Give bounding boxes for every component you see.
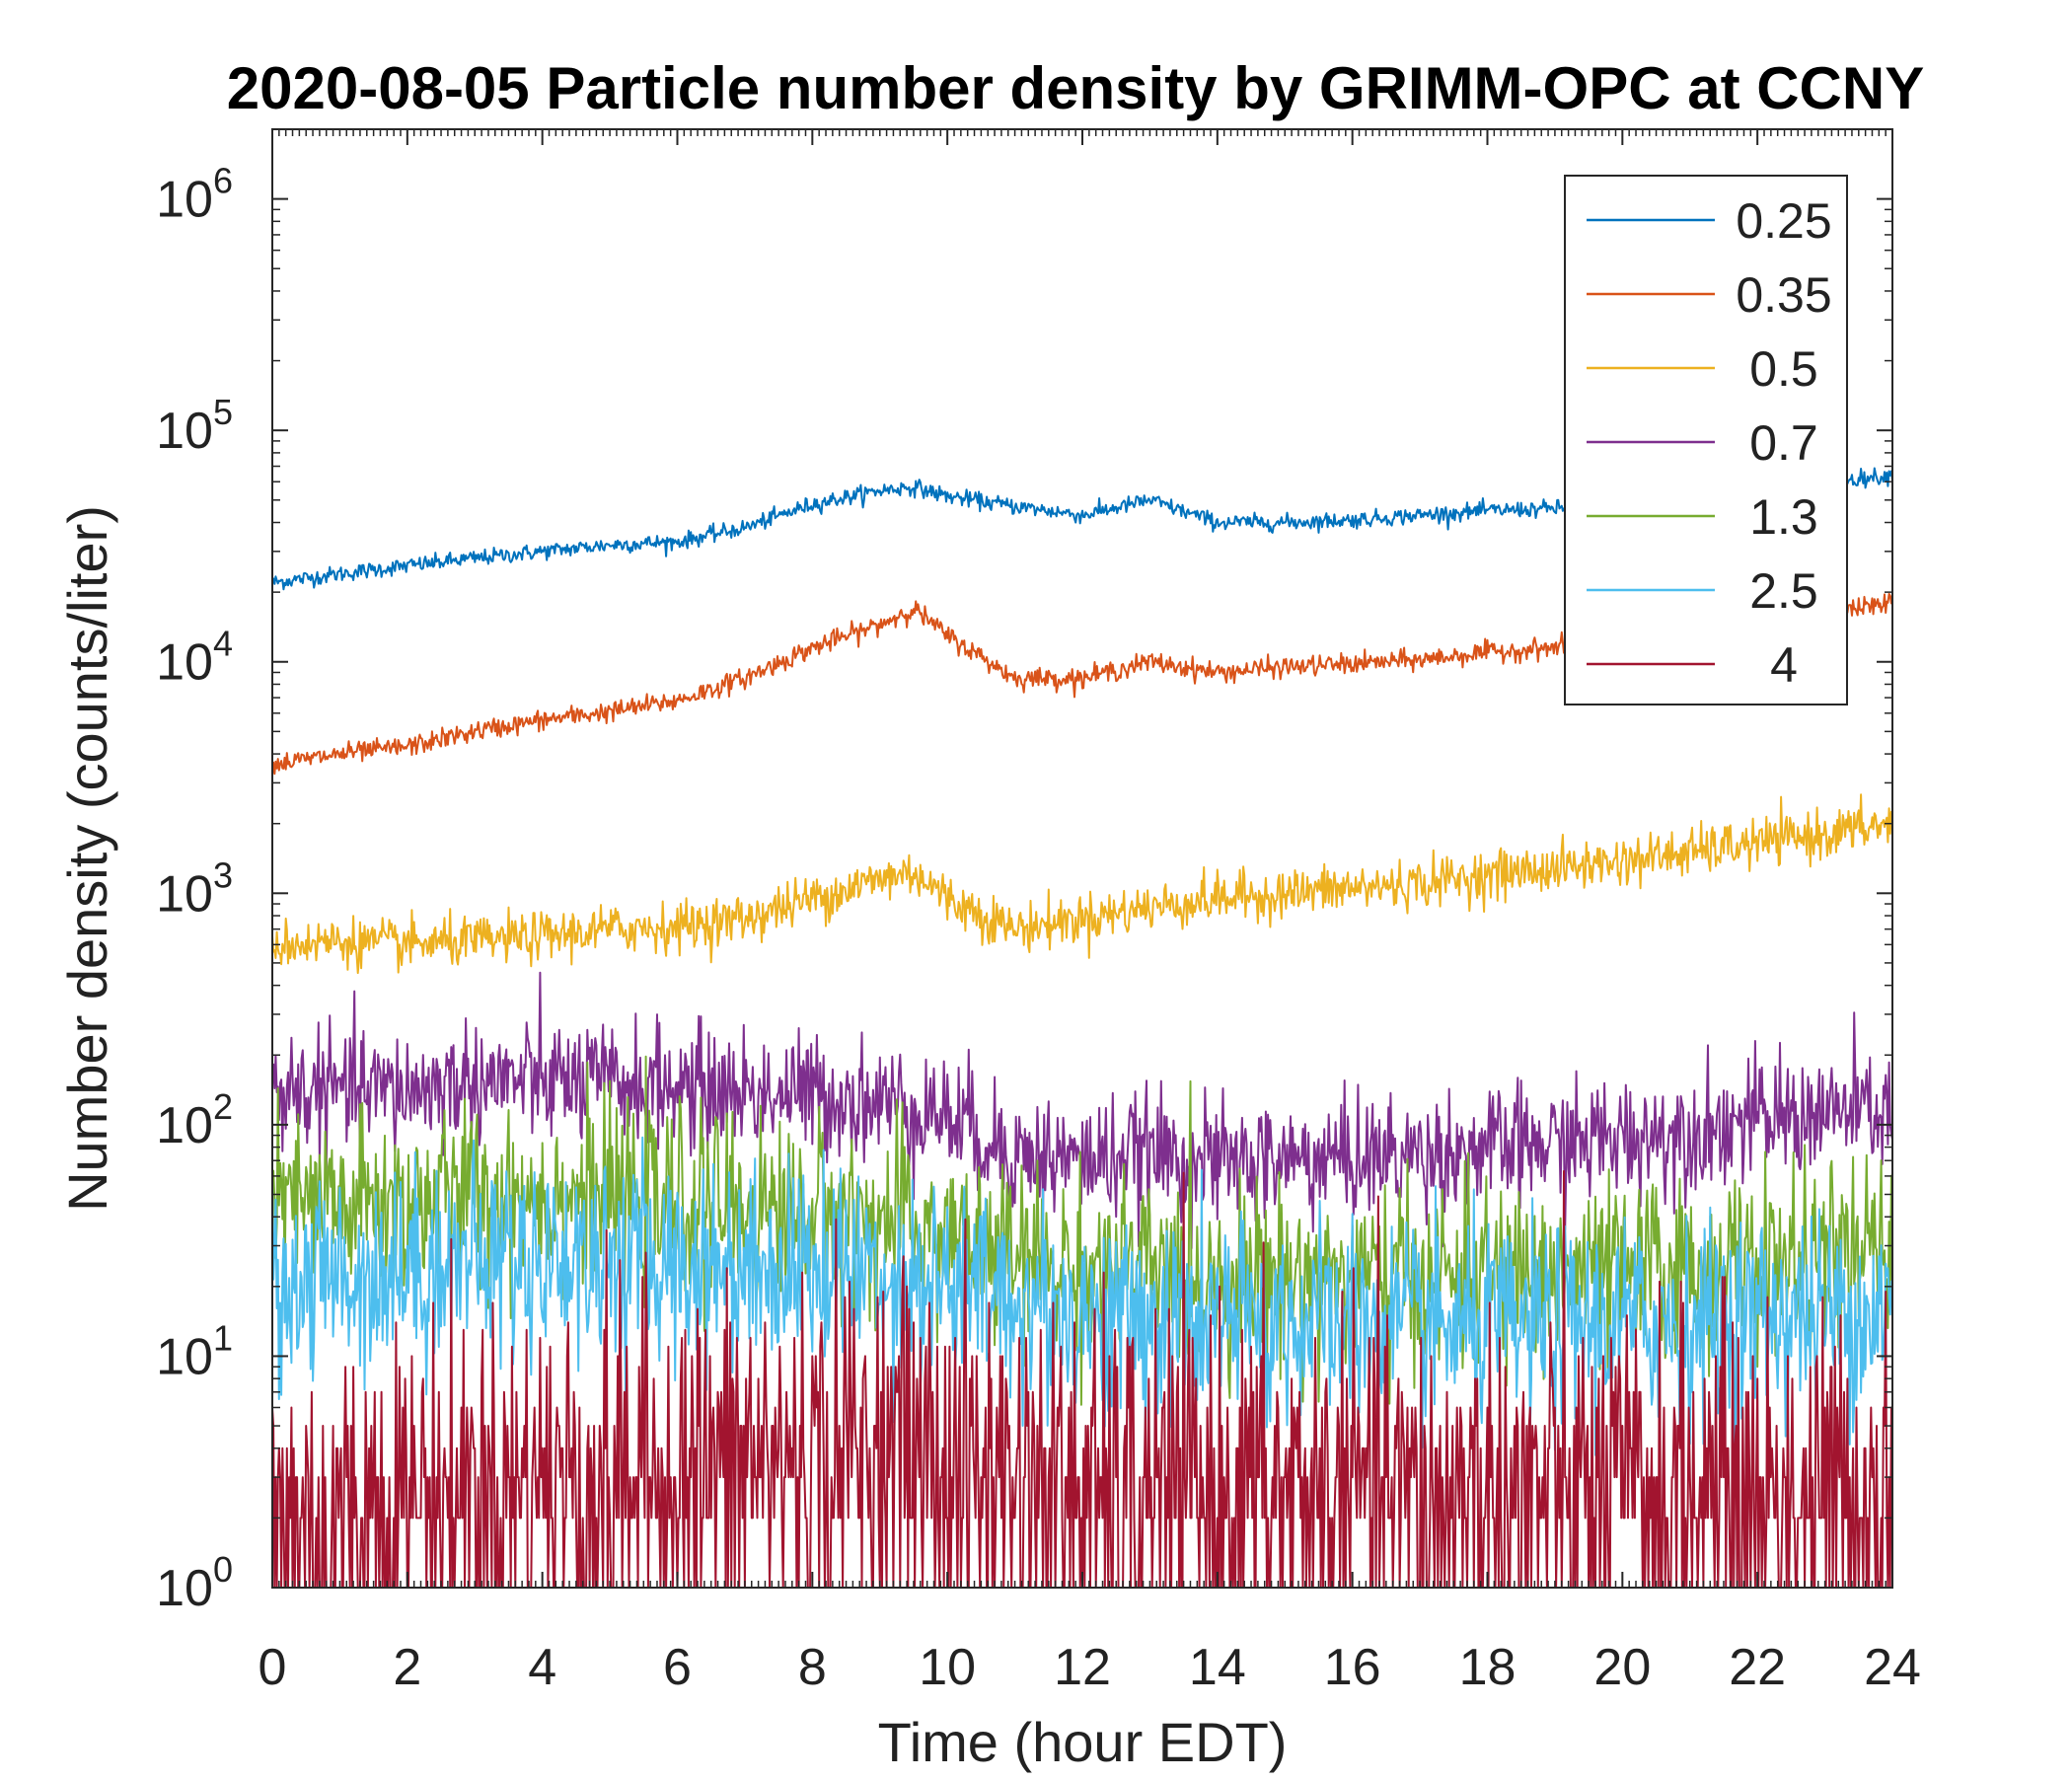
y-tick-label: 106	[156, 161, 233, 229]
y-tick-label: 103	[156, 854, 233, 923]
legend-label: 0.7	[1749, 415, 1818, 471]
x-tick-label: 8	[798, 1639, 827, 1696]
x-tick-label: 22	[1729, 1639, 1786, 1696]
x-tick-label: 4	[528, 1639, 556, 1696]
x-tick-label: 6	[663, 1639, 692, 1696]
y-tick-exponent: 4	[213, 624, 233, 664]
y-tick-label: 105	[156, 392, 233, 460]
y-tick-exponent: 1	[213, 1317, 233, 1358]
series-line-0_5	[272, 793, 1892, 975]
series-line-0_7	[272, 971, 1892, 1250]
x-tick-label: 10	[919, 1639, 976, 1696]
legend: 0.25 0.35 0.5 0.7 1.3 2.5 4	[1564, 175, 1848, 705]
x-tick-label: 18	[1459, 1639, 1517, 1696]
chart-title: 2020-08-05 Particle number density by GR…	[227, 55, 1925, 121]
x-tick-label: 0	[259, 1639, 287, 1696]
y-axis-label: Number density (counts/liter)	[56, 505, 118, 1212]
series-line-4	[272, 1169, 1892, 1588]
y-tick-exponent: 6	[213, 161, 233, 201]
y-tick-label: 104	[156, 624, 233, 692]
legend-label: 4	[1770, 637, 1798, 693]
y-tick-exponent: 5	[213, 392, 233, 432]
y-tick-base: 10	[156, 403, 213, 460]
y-tick-label: 101	[156, 1317, 233, 1385]
series-line-2_5	[272, 1136, 1892, 1486]
y-tick-base: 10	[156, 172, 213, 229]
legend-label: 0.25	[1736, 193, 1831, 249]
x-tick-labels: 0 2 4 6 8 10 12 14 16 18 20 22 24	[259, 1639, 1921, 1696]
x-tick-label: 14	[1189, 1639, 1246, 1696]
x-tick-label: 16	[1324, 1639, 1381, 1696]
legend-box	[1564, 175, 1848, 705]
y-tick-base: 10	[156, 634, 213, 692]
x-tick-label: 12	[1054, 1639, 1111, 1696]
x-axis-label: Time (hour EDT)	[878, 1711, 1288, 1773]
x-tick-label: 2	[393, 1639, 421, 1696]
axis-ticks	[271, 128, 1893, 1589]
legend-label: 2.5	[1749, 563, 1818, 619]
y-tick-exponent: 0	[213, 1549, 233, 1590]
y-tick-exponent: 2	[213, 1086, 233, 1127]
legend-label: 0.5	[1749, 341, 1818, 397]
legend-label: 1.3	[1749, 489, 1818, 545]
y-tick-base: 10	[156, 865, 213, 923]
y-tick-label: 100	[156, 1549, 233, 1617]
y-tick-base: 10	[156, 1097, 213, 1154]
legend-label: 0.35	[1736, 267, 1831, 323]
y-tick-base: 10	[156, 1560, 213, 1617]
y-tick-base: 10	[156, 1328, 213, 1385]
y-tick-exponent: 3	[213, 854, 233, 895]
y-tick-label: 102	[156, 1086, 233, 1154]
series-lines	[272, 467, 1892, 1588]
x-tick-label: 20	[1593, 1639, 1651, 1696]
x-tick-label: 24	[1864, 1639, 1921, 1696]
